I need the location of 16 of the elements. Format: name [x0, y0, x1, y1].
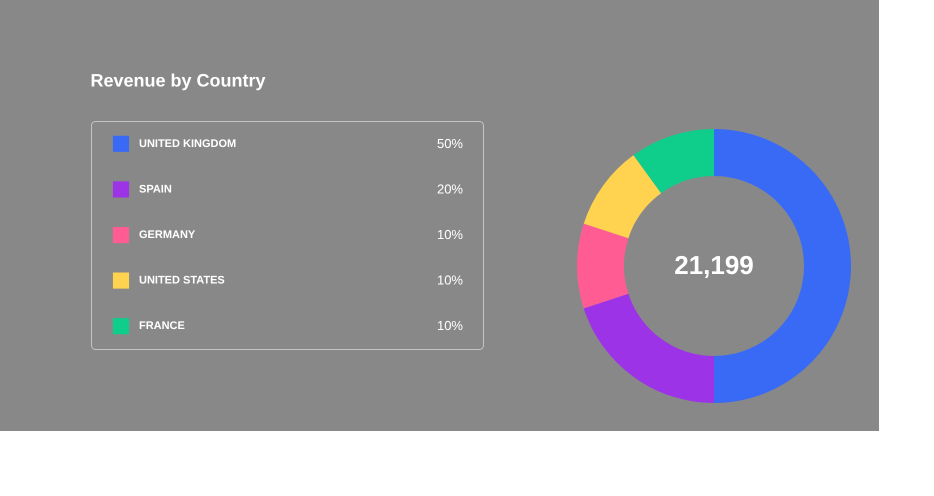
chart-title: Revenue by Country [90, 70, 266, 90]
data-label: 10% [436, 227, 464, 242]
legend-label: UNITED KINGDOM [139, 138, 236, 150]
data-label: 10% [436, 318, 464, 334]
legend-label: FRANCE [139, 320, 185, 332]
data-label: 10% [436, 272, 464, 288]
legend-label: SPAIN [139, 183, 172, 196]
legend-label: UNITED STATES [139, 274, 225, 287]
donut-slice [577, 224, 628, 308]
data-label: 50% [436, 136, 464, 151]
donut-slice [584, 294, 714, 403]
legend-label: GERMANY [139, 229, 196, 241]
donut-slice [584, 155, 662, 238]
data-label: 20% [436, 181, 464, 196]
donut-slice [633, 129, 714, 194]
text: 21,199 [674, 250, 754, 280]
